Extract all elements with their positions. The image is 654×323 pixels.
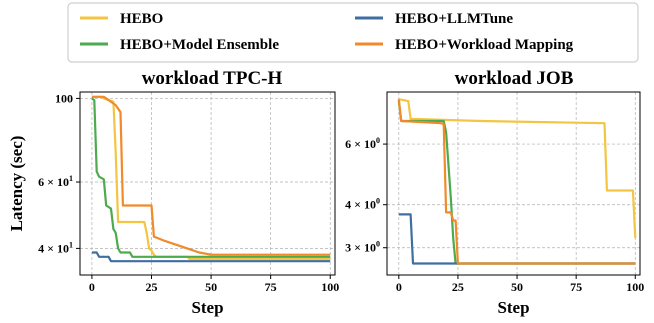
legend-entry: HEBO+Workload Mapping [355, 37, 574, 53]
y-tick-label: 4 × 100 [345, 197, 380, 212]
y-tick-label: 3 × 100 [345, 240, 380, 255]
y-axis-label: Latency (sec) [7, 136, 26, 232]
y-tick-label: 100 [55, 91, 73, 105]
y-tick-exponent: 1 [69, 174, 73, 183]
legend-label: HEBO+Model Ensemble [120, 37, 279, 53]
chart-title: workload TPC-H [142, 68, 283, 89]
y-tick-exponent: 0 [376, 240, 380, 249]
series-line-hebo [398, 98, 637, 239]
x-tick-label: 0 [89, 280, 95, 294]
x-tick-label: 0 [396, 280, 402, 294]
y-tick-exponent: 0 [376, 197, 380, 206]
series-line-hebo-llmtune [91, 251, 331, 263]
y-tick-base: 6 × 10 [38, 175, 69, 189]
x-tick-label: 75 [570, 280, 582, 294]
x-tick-label: 50 [511, 280, 523, 294]
series-line-hebo-workload-mapping [91, 95, 331, 256]
series-line-hebo-model-ensemble [91, 97, 331, 258]
y-tick-label: 6 × 100 [345, 136, 380, 151]
x-axis-label: Step [191, 298, 223, 317]
y-tick-label: 6 × 101 [38, 174, 73, 189]
y-tick-exponent: 0 [376, 136, 380, 145]
x-tick-label: 100 [321, 280, 339, 294]
x-tick-label: 50 [205, 280, 217, 294]
legend-entry: HEBO+LLMTune [355, 11, 513, 27]
x-tick-label: 75 [265, 280, 277, 294]
x-tick-label: 25 [452, 280, 464, 294]
plot-frame [79, 91, 336, 276]
y-tick-base: 3 × 10 [345, 241, 376, 255]
y-tick-label: 4 × 101 [38, 240, 73, 255]
legend-entry: HEBO [80, 11, 163, 27]
y-tick-base: 4 × 10 [38, 241, 69, 255]
x-tick-label: 25 [145, 280, 157, 294]
legend-label: HEBO [120, 11, 163, 27]
legend-label: HEBO+Workload Mapping [395, 37, 574, 53]
legend: HEBO HEBO+Model Ensemble HEBO+LLMTune HEBO+… [67, 2, 639, 63]
legend-frame [67, 2, 639, 63]
series-line-hebo-workload-mapping [397, 99, 636, 265]
legend-label: HEBO+LLMTune [395, 11, 513, 27]
chart-title: workload JOB [455, 68, 574, 89]
y-tick-exponent: 1 [69, 240, 73, 249]
y-tick-base: 100 [55, 91, 73, 105]
plot-frame [386, 91, 641, 276]
x-tick-label: 100 [626, 280, 644, 294]
y-tick-base: 4 × 10 [345, 198, 376, 212]
x-axis-label: Step [497, 298, 529, 317]
legend-entry: HEBO+Model Ensemble [80, 37, 279, 53]
y-tick-base: 6 × 10 [345, 137, 376, 151]
